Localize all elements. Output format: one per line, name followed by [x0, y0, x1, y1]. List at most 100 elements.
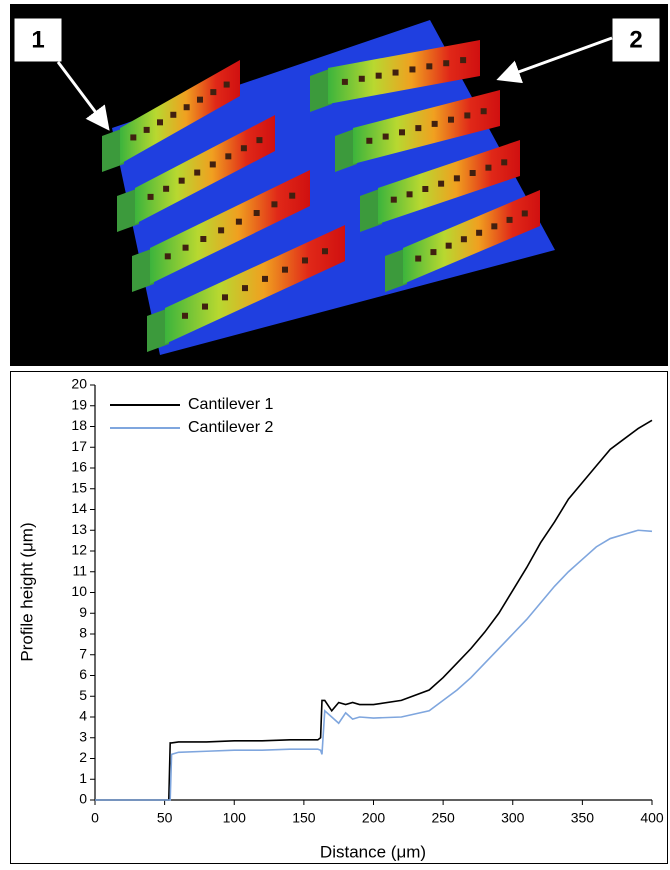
hole	[426, 63, 433, 70]
arrow	[56, 61, 110, 131]
hole	[302, 257, 308, 264]
hole	[521, 210, 528, 217]
y-tick-label: 15	[71, 479, 87, 495]
hole	[271, 201, 278, 208]
cantilever	[403, 190, 540, 284]
y-tick-label: 5	[79, 687, 87, 703]
legend-label: Cantilever 1	[188, 396, 273, 413]
data-line	[95, 529, 653, 801]
y-tick-label: 3	[79, 728, 87, 744]
hole	[147, 193, 154, 200]
hole	[202, 303, 208, 310]
cantilever-base	[117, 188, 139, 232]
hole	[422, 186, 429, 192]
cantilevers	[102, 40, 540, 352]
x-tick-label: 50	[157, 810, 173, 826]
cantilever-base	[310, 68, 332, 112]
hole	[460, 57, 467, 64]
hole	[366, 137, 373, 144]
y-tick-label: 2	[79, 749, 87, 765]
hole	[235, 218, 242, 225]
hole	[409, 66, 416, 73]
cantilever-base	[385, 248, 407, 292]
x-tick-label: 100	[223, 810, 247, 826]
y-tick-label: 0	[79, 791, 87, 807]
hole	[392, 69, 399, 76]
hole	[197, 96, 203, 103]
y-tick-label: 10	[71, 583, 87, 599]
hole	[491, 223, 498, 230]
hole	[170, 111, 177, 118]
hole	[289, 192, 296, 199]
label-box	[13, 17, 63, 63]
hole	[178, 177, 185, 184]
hole	[476, 229, 483, 236]
hole	[341, 78, 348, 85]
y-tick-label: 11	[72, 562, 87, 578]
y-tick-label: 12	[71, 542, 87, 558]
hole	[438, 180, 445, 187]
y-tick-label: 17	[71, 438, 87, 454]
hole	[157, 119, 163, 126]
hole	[223, 81, 230, 88]
hole	[282, 266, 288, 273]
hole	[375, 72, 382, 79]
hole	[464, 112, 471, 119]
hole	[182, 312, 188, 319]
hole	[183, 104, 190, 111]
cantilever	[150, 170, 310, 284]
hole	[256, 137, 263, 144]
hole	[469, 170, 476, 176]
hole	[460, 236, 467, 243]
hole	[485, 164, 492, 171]
hole	[415, 125, 422, 132]
x-tick-label: 350	[571, 810, 595, 826]
hole	[182, 244, 189, 251]
y-tick-label: 1	[79, 770, 87, 786]
hole	[242, 285, 248, 292]
data-line	[95, 419, 653, 801]
hole	[430, 249, 437, 256]
image-label: 2	[629, 26, 642, 53]
hole	[431, 120, 438, 127]
x-tick-label: 0	[91, 810, 99, 826]
hole	[164, 253, 171, 260]
y-tick-label: 8	[79, 625, 87, 641]
hole	[218, 227, 225, 234]
hole	[406, 191, 413, 198]
hole	[130, 134, 137, 141]
y-tick-label: 9	[79, 604, 87, 620]
hole	[225, 153, 232, 160]
hole	[415, 255, 422, 262]
hole	[253, 210, 260, 216]
legend-label: Cantilever 2	[188, 419, 273, 436]
y-tick-label: 16	[71, 459, 87, 475]
x-tick-label: 300	[501, 810, 525, 826]
x-axis-label: Distance (μm)	[320, 842, 426, 861]
chart-frame	[10, 371, 668, 864]
cantilever-base	[147, 308, 169, 352]
cantilever	[165, 225, 345, 344]
hole	[209, 161, 216, 168]
hole	[200, 236, 207, 242]
y-tick-label: 7	[79, 645, 87, 661]
cantilever	[328, 40, 480, 104]
x-tick-label: 200	[362, 810, 386, 826]
y-tick-label: 13	[71, 521, 87, 537]
hole	[443, 60, 450, 67]
hole	[506, 216, 513, 223]
label-box	[611, 17, 661, 63]
x-tick-label: 250	[431, 810, 455, 826]
hole	[453, 175, 460, 182]
hole	[210, 89, 217, 96]
hole	[163, 185, 170, 192]
image-label: 1	[31, 26, 44, 53]
hole	[143, 126, 150, 133]
cantilever-base	[132, 248, 154, 292]
hole	[390, 196, 397, 203]
y-tick-label: 14	[71, 500, 87, 516]
y-tick-label: 18	[71, 417, 87, 433]
hole	[240, 145, 247, 152]
